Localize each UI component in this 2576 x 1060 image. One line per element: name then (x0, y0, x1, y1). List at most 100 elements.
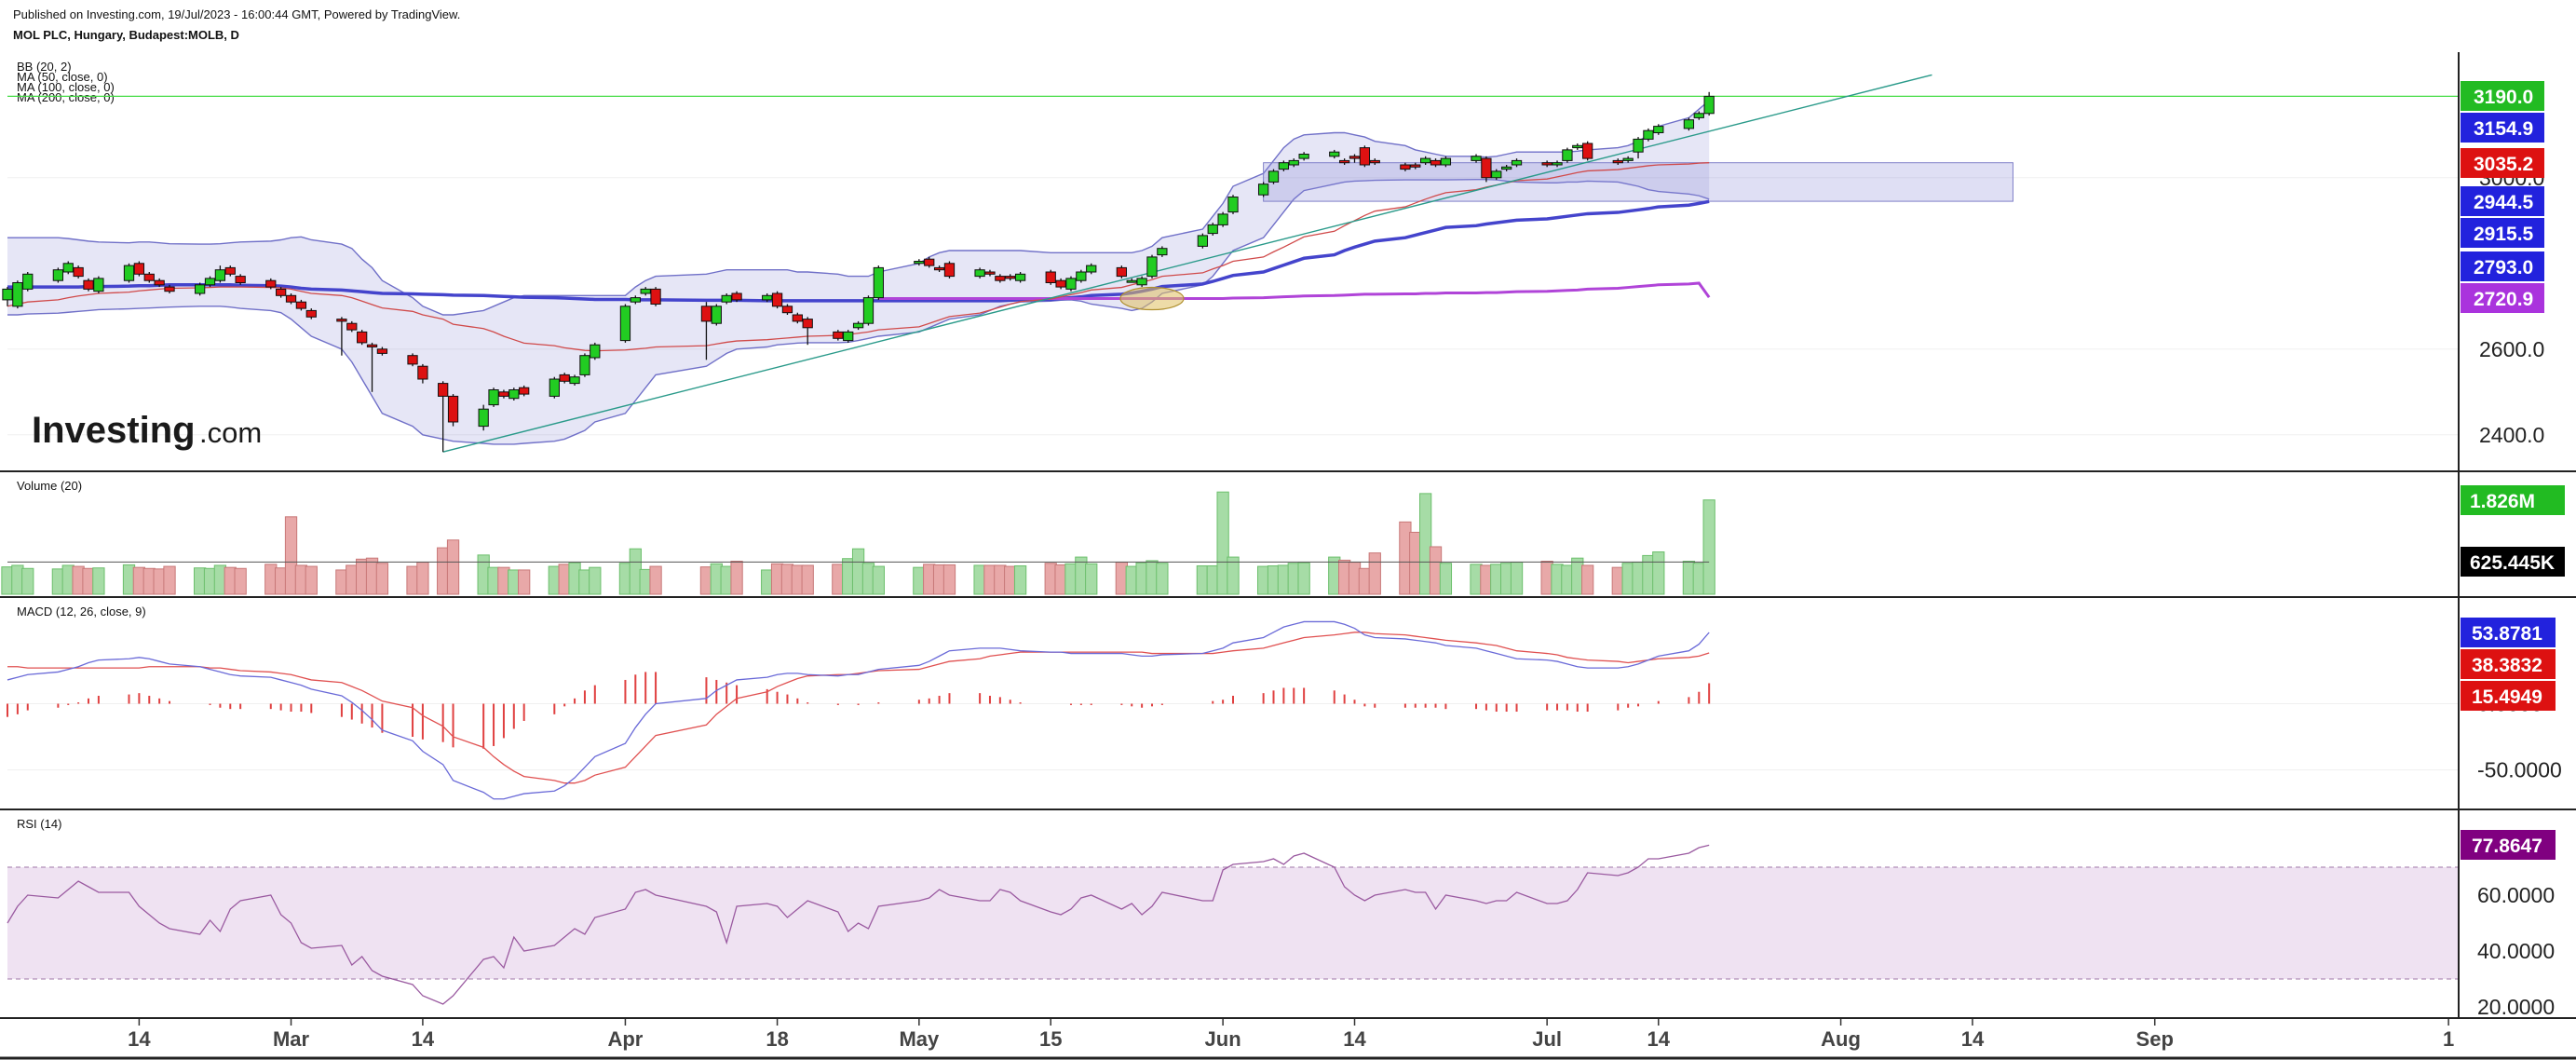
candle (559, 373, 570, 384)
rsi-tag-value: 77.8647 (2472, 836, 2542, 857)
candle-body (83, 279, 94, 290)
volume-bar (649, 565, 662, 595)
candle-body (1440, 157, 1452, 166)
x-tick-label: 14 (128, 1027, 151, 1051)
volume-bar (446, 539, 460, 595)
candle (762, 293, 773, 303)
candle (924, 256, 935, 268)
candle (1633, 137, 1644, 159)
volume-bar (1581, 564, 1594, 595)
candle-body (852, 322, 864, 329)
price-tag-box (2461, 251, 2544, 281)
candle (1572, 143, 1583, 150)
candle-body (1116, 266, 1128, 278)
candle-body (924, 258, 935, 266)
candle-body (619, 306, 631, 342)
candle-body (1369, 159, 1380, 164)
candle (771, 291, 783, 309)
candle (1653, 124, 1664, 135)
candle (1126, 278, 1137, 283)
candle-body (1643, 129, 1654, 140)
candle (235, 274, 246, 285)
candle-body (711, 306, 722, 324)
candle-body (52, 269, 64, 281)
candle (133, 261, 145, 277)
volume-bar (1085, 563, 1098, 595)
x-tick-label: 14 (412, 1027, 435, 1051)
candle (1359, 145, 1371, 168)
candle (1683, 117, 1695, 131)
volume-bar (1297, 562, 1310, 595)
volume-bar (1013, 565, 1027, 595)
candle (1014, 272, 1026, 283)
candle (498, 389, 509, 399)
volume-bar (1510, 562, 1524, 595)
candle (619, 304, 631, 343)
bollinger-upper-line (7, 100, 1710, 316)
macd-tag: 38.3832 (2461, 649, 2556, 679)
candle-body (630, 297, 641, 303)
candle (1136, 276, 1147, 288)
candle (640, 287, 651, 296)
candle-body (1136, 278, 1147, 286)
candle-body (478, 408, 489, 428)
macd-tag-box (2461, 649, 2556, 679)
volume-bar (234, 567, 247, 595)
candle-body (1622, 157, 1634, 161)
candle (276, 287, 287, 298)
indicator-label: BB (20, 2) (17, 60, 72, 74)
rsi-line (7, 844, 1710, 1005)
candle-body (1014, 273, 1026, 281)
candle-body (1471, 156, 1482, 161)
volume-bar (518, 569, 531, 595)
volume-tag: 1.826M (2461, 485, 2565, 515)
candle-body (154, 279, 165, 286)
candle-body (933, 266, 945, 271)
candle-body (1683, 119, 1695, 129)
candle-body (1400, 164, 1411, 170)
volume-bar (163, 565, 176, 595)
candle-body (1703, 95, 1715, 115)
trendline (442, 74, 1932, 453)
candle (478, 404, 489, 431)
candle (407, 353, 418, 367)
candle-body (590, 344, 601, 359)
candle-body (519, 387, 530, 395)
candle (933, 265, 945, 272)
candle-body (1298, 154, 1309, 159)
candle (83, 278, 94, 292)
price-tag-value: 2720.9 (2474, 289, 2533, 310)
candle-body (1582, 143, 1593, 159)
candle (214, 265, 226, 283)
macd-title: MACD (12, 26, close, 9) (17, 605, 146, 618)
candle-body (1055, 279, 1066, 288)
candle-body (569, 376, 580, 385)
candle-body (195, 284, 206, 294)
candle-body (650, 288, 661, 305)
pane-separators (0, 52, 2576, 1060)
price-tag-value: 3154.9 (2474, 118, 2533, 140)
candle-body (984, 271, 996, 275)
candle-body (1257, 183, 1269, 196)
price-tag-box (2461, 283, 2544, 313)
candle-body (1086, 265, 1097, 273)
volume-bar (1156, 563, 1169, 595)
x-tick-label: 14 (1961, 1027, 1985, 1051)
candle (852, 320, 864, 331)
x-tick-label: 18 (766, 1027, 788, 1051)
candle-body (1227, 197, 1239, 213)
volume-bar (1419, 493, 1432, 595)
price-tag: 3154.9 (2461, 113, 2544, 143)
candle (1693, 111, 1704, 120)
candle-body (235, 276, 246, 284)
volume-tag: 625.445K (2461, 547, 2565, 577)
candle (22, 272, 34, 292)
symbol-title: MOL PLC, Hungary, Budapest:MOLB, D (13, 28, 239, 42)
candle-body (1126, 279, 1137, 283)
candle-body (873, 266, 884, 299)
candle (731, 291, 742, 303)
publish-caption: Published on Investing.com, 19/Jul/2023 … (13, 7, 461, 21)
candle-body (143, 273, 155, 281)
x-tick-label: 14 (1647, 1027, 1671, 1051)
candle-body (305, 309, 317, 318)
